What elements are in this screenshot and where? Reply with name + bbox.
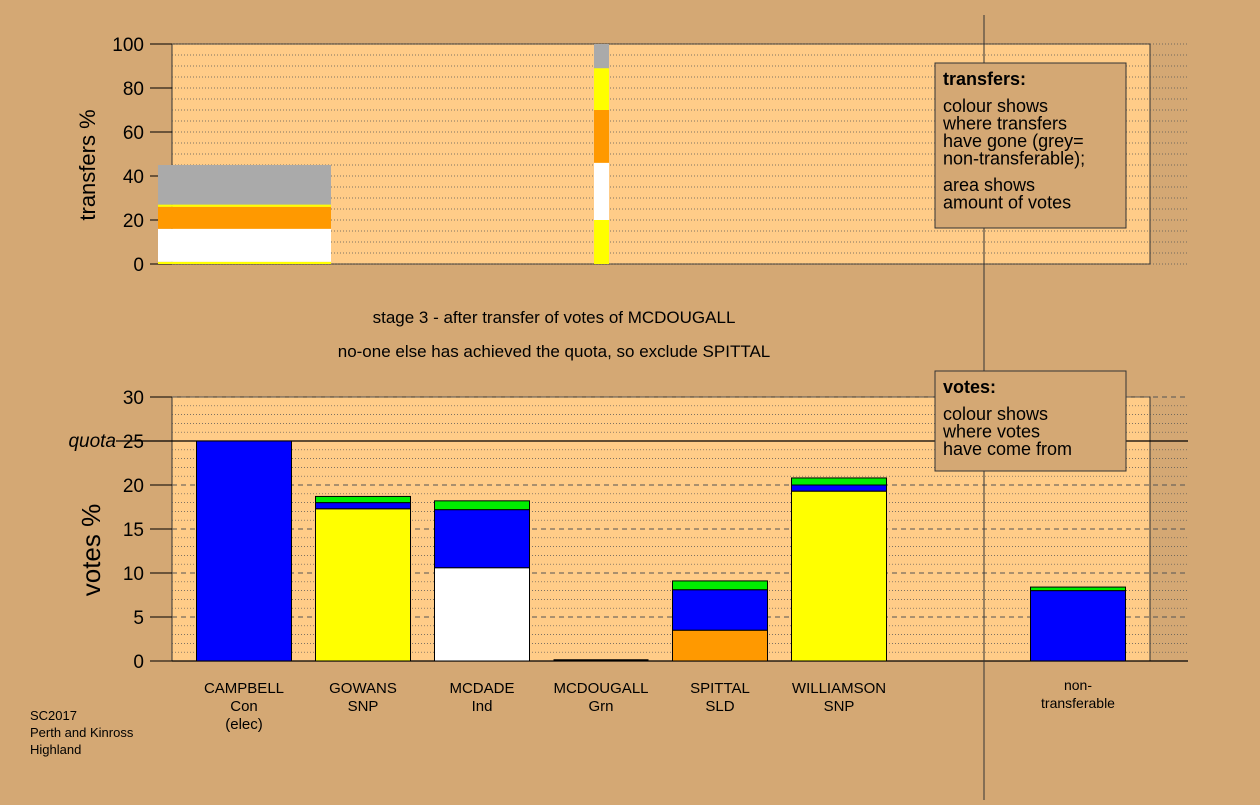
- votes-tick-label: 5: [133, 608, 144, 629]
- transfers-bar-segment-mcdougall: [594, 44, 609, 69]
- transfers-legend-line: have gone (grey=: [943, 131, 1084, 151]
- transfers-tick-label: 40: [123, 167, 144, 188]
- transfers-tick-label: 80: [123, 79, 144, 100]
- transfers-legend-line: non-transferable);: [943, 149, 1085, 169]
- votes-bar-segment: [791, 490, 887, 662]
- category-label: CAMPBELL: [204, 680, 284, 697]
- votes-bar-segment: [196, 440, 292, 662]
- votes-bar-segment: [791, 477, 887, 486]
- votes-legend-box: [934, 370, 1127, 472]
- category-label: SNP: [348, 698, 379, 715]
- category-label: Grn: [588, 698, 613, 715]
- transfers-legend-line: area shows: [943, 175, 1035, 195]
- transfers-legend-line: colour shows: [943, 96, 1048, 116]
- category-label: (elec): [225, 716, 263, 733]
- votes-bar-segment: [315, 508, 411, 662]
- category-label: GOWANS: [329, 680, 397, 697]
- transfers-y-label: transfers %: [75, 109, 100, 220]
- category-label: SLD: [705, 698, 734, 715]
- transfers-bar-segment-campbell: [158, 204, 331, 207]
- votes-y-label: votes %: [76, 504, 106, 597]
- transfers-legend-title: transfers:: [943, 69, 1026, 89]
- transfers-tick-label: 20: [123, 211, 144, 232]
- votes-tick-label: 25: [123, 432, 144, 453]
- transfers-bar-segment-mcdougall: [594, 162, 609, 220]
- category-label: MCDADE: [449, 680, 514, 697]
- votes-bar-segment: [1030, 586, 1126, 592]
- votes-legend-title: votes:: [943, 377, 996, 397]
- category-label: Con: [230, 698, 258, 715]
- votes-legend-line: where votes: [942, 422, 1040, 442]
- category-label: Ind: [472, 698, 493, 715]
- votes-tick-label: 20: [123, 476, 144, 497]
- category-label: MCDOUGALL: [553, 680, 648, 697]
- votes-legend-line: colour shows: [943, 404, 1048, 424]
- transfers-tick-label: 100: [112, 35, 144, 56]
- transfers-legend-box: [934, 62, 1127, 229]
- transfers-bar-segment-campbell: [158, 206, 331, 229]
- category-label: WILLIAMSON: [792, 680, 886, 697]
- votes-bar-segment: [434, 500, 530, 511]
- votes-legend-line: have come from: [943, 439, 1072, 459]
- votes-tick-label: 0: [133, 652, 144, 673]
- votes-tick-label: 15: [123, 520, 144, 541]
- transfers-tick-label: 0: [133, 255, 144, 276]
- transfers-bar-segment-mcdougall: [594, 110, 609, 163]
- transfers-bar-segment-campbell: [158, 228, 331, 262]
- transfers-bar-segment-mcdougall: [594, 68, 609, 110]
- votes-bar-segment: [434, 509, 530, 569]
- quota-label: quota: [68, 431, 116, 452]
- category-label: non-: [1064, 677, 1092, 693]
- footer-line-1: SC2017: [30, 708, 77, 723]
- votes-bar-segment: [434, 567, 530, 662]
- category-label: SNP: [824, 698, 855, 715]
- votes-bar-segment: [791, 484, 887, 492]
- category-label: SPITTAL: [690, 680, 750, 697]
- transfers-bar-segment-campbell: [158, 261, 331, 264]
- votes-bar-segment: [315, 495, 411, 504]
- votes-bar-segment: [315, 502, 411, 510]
- footer-line-3: Highland: [30, 742, 81, 757]
- status-heading: no-one else has achieved the quota, so e…: [338, 342, 771, 361]
- votes-bar-segment: [1030, 590, 1126, 662]
- votes-bar-segment: [672, 580, 768, 591]
- votes-bar-segment: [672, 629, 768, 662]
- stage-heading: stage 3 - after transfer of votes of MCD…: [373, 308, 736, 327]
- votes-tick-label: 30: [123, 388, 144, 409]
- transfers-bar-segment-campbell: [158, 165, 331, 205]
- transfers-tick-label: 60: [123, 123, 144, 144]
- votes-bar-segment: [672, 589, 768, 631]
- category-label: transferable: [1041, 695, 1115, 711]
- votes-tick-label: 10: [123, 564, 144, 585]
- transfers-legend-line: where transfers: [942, 114, 1067, 134]
- footer-line-2: Perth and Kinross: [30, 725, 134, 740]
- transfers-bar-segment-mcdougall: [594, 220, 609, 264]
- transfers-legend-line: amount of votes: [943, 193, 1071, 213]
